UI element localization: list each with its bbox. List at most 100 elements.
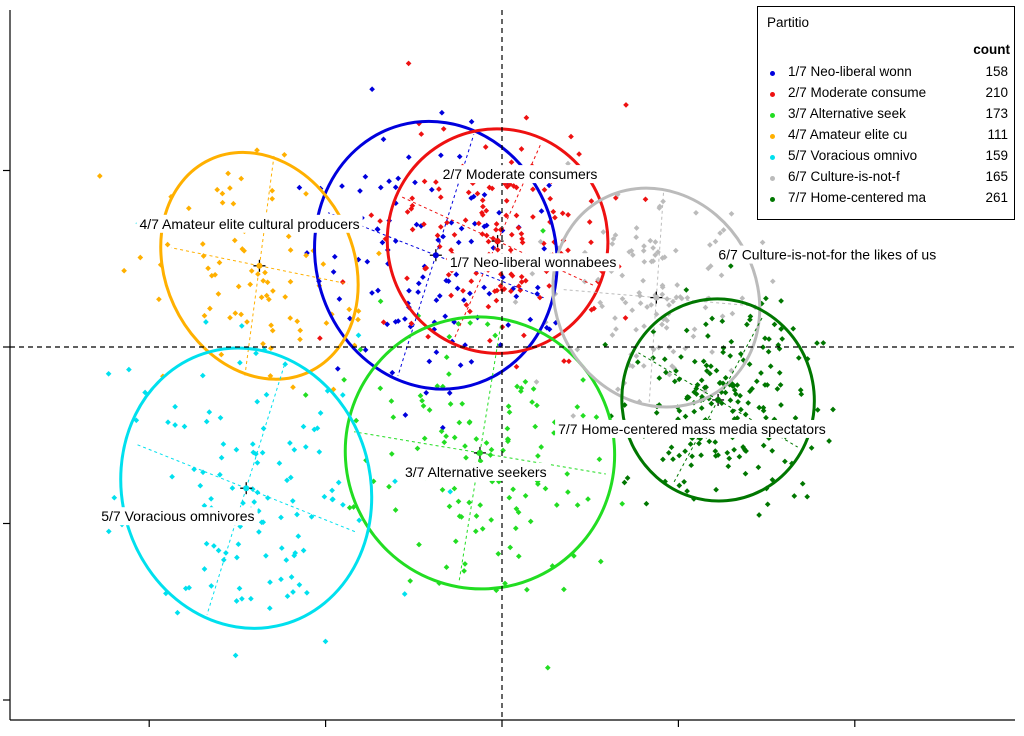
data-point — [719, 313, 726, 320]
data-point — [758, 370, 764, 376]
data-point — [485, 303, 492, 310]
cluster-axis-line — [638, 352, 719, 401]
data-point — [653, 409, 660, 416]
cluster-ellipse — [313, 119, 559, 391]
data-point — [712, 439, 719, 445]
data-point — [284, 593, 291, 600]
data-point — [524, 586, 530, 593]
data-point — [287, 315, 294, 321]
data-point — [731, 446, 737, 453]
data-point — [515, 224, 522, 231]
cluster-center-dot — [243, 485, 250, 492]
data-point — [230, 200, 237, 207]
data-point — [172, 422, 178, 428]
legend-entry: 6/7 Culture-is-not-f 165 — [758, 169, 1014, 189]
data-point — [443, 354, 450, 361]
data-point — [642, 196, 649, 203]
data-point — [237, 359, 243, 366]
data-point — [550, 208, 557, 215]
data-point — [769, 447, 776, 454]
data-point — [303, 190, 309, 197]
data-point — [481, 284, 487, 291]
data-point — [269, 327, 276, 334]
data-point — [504, 183, 511, 190]
cluster-axis-line — [259, 265, 348, 285]
data-point — [728, 367, 735, 374]
data-point — [446, 333, 453, 340]
data-point — [197, 482, 204, 489]
data-point — [568, 133, 574, 140]
data-point — [217, 471, 223, 478]
data-point — [704, 368, 710, 374]
data-point — [353, 417, 360, 424]
data-point — [684, 294, 691, 301]
data-point — [302, 392, 309, 398]
data-point — [401, 591, 408, 597]
data-point — [720, 227, 727, 233]
data-point — [218, 454, 225, 461]
data-point — [671, 378, 678, 385]
data-point — [268, 345, 274, 352]
data-point — [111, 494, 118, 501]
cluster-label: 4/7 Amateur elite cultural producers — [139, 216, 359, 232]
data-point — [778, 402, 784, 408]
data-point — [446, 371, 452, 377]
data-point — [619, 295, 626, 302]
cluster-label: 7/7 Home-centered mass media spectators — [558, 421, 826, 437]
data-point — [462, 561, 468, 567]
data-point — [420, 274, 426, 280]
data-point — [755, 464, 762, 471]
data-point — [377, 184, 384, 191]
cluster-axis-line — [479, 325, 502, 453]
data-point — [537, 238, 544, 245]
data-point — [737, 392, 743, 399]
data-point — [229, 485, 236, 491]
data-point — [254, 459, 261, 466]
data-point — [407, 578, 414, 584]
data-point — [533, 379, 540, 385]
data-point — [580, 412, 586, 419]
data-point — [508, 231, 515, 238]
data-point — [304, 589, 310, 596]
data-point — [263, 292, 270, 299]
data-point — [647, 237, 654, 244]
data-point — [493, 221, 500, 227]
data-point — [435, 237, 442, 243]
data-point — [156, 296, 162, 303]
data-point — [565, 489, 571, 495]
data-point — [248, 268, 255, 274]
data-point — [346, 504, 353, 511]
data-point — [461, 568, 467, 574]
data-point — [688, 462, 695, 469]
data-point — [691, 358, 698, 365]
data-point — [220, 441, 227, 447]
data-point — [477, 502, 484, 508]
data-point — [693, 209, 699, 216]
data-point — [409, 226, 416, 233]
data-point — [461, 297, 467, 303]
data-point — [753, 378, 760, 385]
data-point — [676, 482, 683, 489]
data-point — [652, 239, 659, 245]
data-point — [390, 414, 397, 421]
data-point — [633, 225, 640, 231]
data-point — [719, 318, 726, 325]
data-point — [515, 283, 522, 290]
data-point — [388, 398, 395, 404]
data-point — [540, 227, 546, 234]
data-point — [564, 471, 571, 477]
data-point — [357, 188, 363, 194]
data-point — [460, 287, 466, 294]
data-point — [169, 473, 175, 480]
data-point — [727, 263, 734, 269]
data-point — [728, 338, 735, 345]
data-point — [236, 585, 243, 592]
data-point — [659, 284, 666, 291]
data-point — [203, 319, 209, 325]
legend-entry-label: 2/7 Moderate consume — [788, 85, 927, 100]
data-point — [267, 373, 274, 379]
data-point — [294, 511, 300, 518]
data-point — [552, 214, 558, 221]
data-point — [505, 403, 512, 410]
data-point — [792, 415, 799, 421]
